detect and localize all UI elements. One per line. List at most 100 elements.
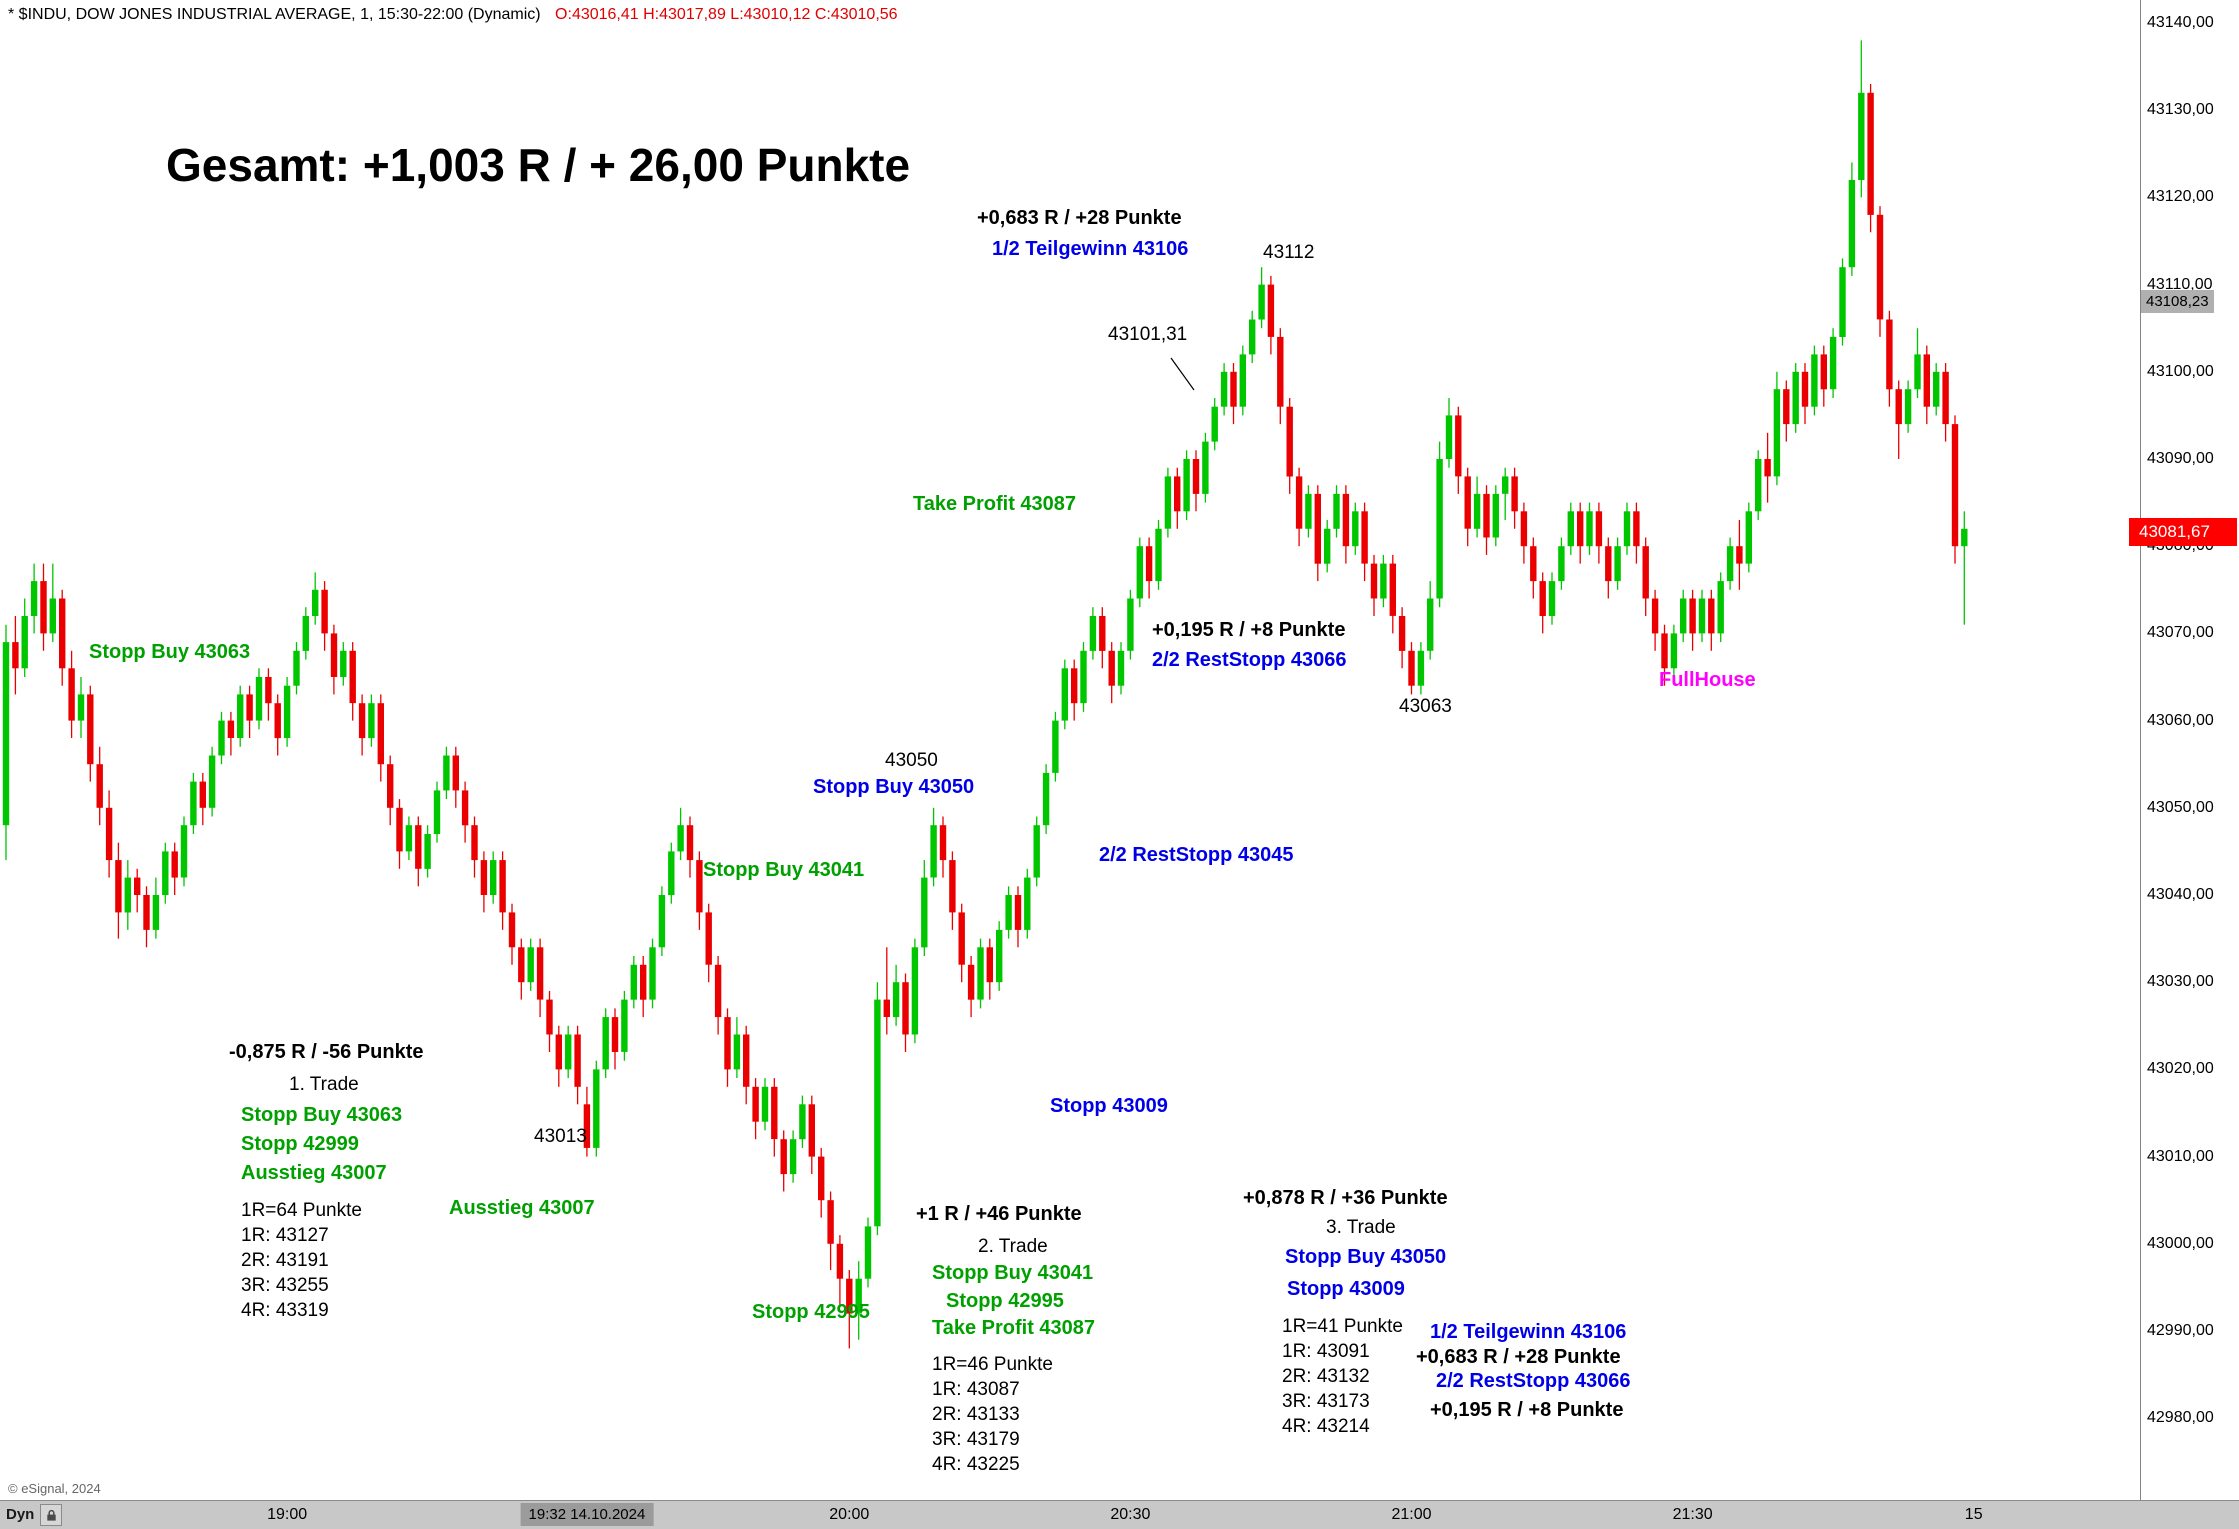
candle: [40, 563, 47, 651]
candle: [452, 746, 459, 808]
candle: [21, 598, 28, 677]
last-price-label: 43081,67: [2129, 518, 2237, 546]
candle: [1548, 572, 1556, 625]
candle: [1220, 363, 1228, 416]
candle: [1164, 467, 1172, 538]
candle: [1042, 764, 1050, 834]
chart-annotation: Stopp Buy 43041: [703, 859, 865, 881]
price-axis-label: 43020,00: [2147, 1060, 2214, 1078]
lock-icon[interactable]: [40, 1504, 62, 1526]
dyn-label[interactable]: Dyn: [6, 1506, 35, 1523]
candle: [1436, 441, 1443, 608]
candle: [958, 903, 965, 983]
candle: [162, 842, 169, 904]
chart-annotation: +0,683 R / +28 Punkte: [1416, 1346, 1621, 1368]
candle: [471, 816, 478, 878]
candle: [1445, 398, 1453, 468]
candle: [996, 921, 1003, 991]
candle: [321, 581, 328, 651]
price-axis-label: 43110,00: [2147, 275, 2213, 293]
chart-annotation: 1R=41 Punkte 1R: 43091 2R: 43132 3R: 43173 4…: [1282, 1316, 1403, 1437]
candle: [1145, 537, 1153, 599]
candle: [1876, 206, 1884, 337]
chart-annotation: 1/2 Teilgewinn 43106: [1430, 1321, 1627, 1343]
candle: [1914, 328, 1921, 398]
candle: [1530, 537, 1537, 599]
candle: [415, 816, 422, 887]
candle: [1398, 607, 1406, 669]
time-axis[interactable]: Dyn 19:32 14.10.2024 19:00 20:00 20:30 21:0…: [0, 1500, 2239, 1529]
candle: [218, 711, 225, 765]
candle: [1511, 467, 1518, 529]
candle: [1061, 659, 1068, 730]
candle: [96, 746, 103, 826]
candlestick-chart[interactable]: [0, 0, 2140, 1500]
candle: [696, 851, 703, 930]
candle: [724, 1008, 731, 1087]
candle: [2, 624, 10, 861]
chart-annotation: 43101,31: [1108, 324, 1188, 345]
candle: [1230, 363, 1237, 425]
candle: [255, 668, 263, 730]
candle: [883, 947, 890, 1035]
candle: [1708, 589, 1715, 651]
candle: [761, 1078, 769, 1131]
candle: [1249, 310, 1256, 364]
price-axis-label: 43040,00: [2147, 886, 2214, 903]
candle: [668, 842, 675, 904]
candle: [902, 973, 909, 1052]
candle: [190, 772, 197, 834]
chart-annotation: 2. Trade: [978, 1236, 1048, 1257]
price-axis-label: 43100,00: [2147, 362, 2214, 380]
candle: [1192, 450, 1200, 512]
chart-annotation: Stopp 42995: [946, 1290, 1064, 1312]
candle: [1942, 363, 1949, 442]
price-axis[interactable]: 43108,23 43081,67 43140,00 43130,00 43120,…: [2129, 0, 2239, 1500]
chart-annotation: Take Profit 43087: [932, 1317, 1096, 1339]
candle: [527, 938, 534, 991]
candle: [1014, 886, 1022, 948]
candle: [1089, 607, 1097, 660]
candle: [1586, 502, 1593, 555]
candle: [1745, 502, 1752, 573]
candle: [143, 886, 150, 948]
candle: [1895, 380, 1902, 459]
candle: [939, 816, 947, 878]
chart-annotation: Ausstieg 43007: [241, 1162, 387, 1184]
candle: [1792, 363, 1799, 433]
candle: [1071, 659, 1078, 721]
candle: [1923, 345, 1930, 425]
price-axis-label: 43140,00: [2147, 14, 2214, 31]
candle: [621, 990, 628, 1061]
candle: [1736, 520, 1743, 590]
candle: [536, 938, 544, 1018]
candle: [480, 851, 488, 913]
candle: [1455, 406, 1462, 494]
candle: [1886, 310, 1893, 407]
candle: [743, 1025, 750, 1105]
chart-header: * $INDU, DOW JONES INDUSTRIAL AVERAGE, 1…: [8, 6, 898, 24]
candle: [330, 624, 338, 695]
candle: [555, 1025, 562, 1087]
candle: [302, 607, 309, 660]
chart-annotation: Stopp Buy 43063: [241, 1104, 403, 1126]
chart-annotation: Take Profit 43087: [913, 493, 1077, 515]
time-axis-label: 21:00: [1391, 1506, 1432, 1523]
candle: [1211, 398, 1218, 451]
price-axis-label: 43030,00: [2147, 973, 2214, 991]
candle: [1258, 267, 1265, 329]
candle: [1811, 345, 1818, 416]
candle: [1174, 467, 1181, 529]
candle: [1764, 432, 1771, 503]
chart-annotation: 43013: [534, 1126, 587, 1147]
candle: [490, 851, 497, 904]
candle: [921, 860, 928, 956]
candle: [368, 694, 375, 747]
candle: [1183, 450, 1190, 520]
candle: [180, 816, 188, 887]
candle: [986, 938, 993, 1000]
candle: [1099, 607, 1106, 669]
candle: [349, 642, 356, 721]
candle: [1483, 485, 1490, 555]
chart-annotation: 1R=46 Punkte 1R: 43087 2R: 43133 3R: 43179 4…: [932, 1354, 1053, 1475]
